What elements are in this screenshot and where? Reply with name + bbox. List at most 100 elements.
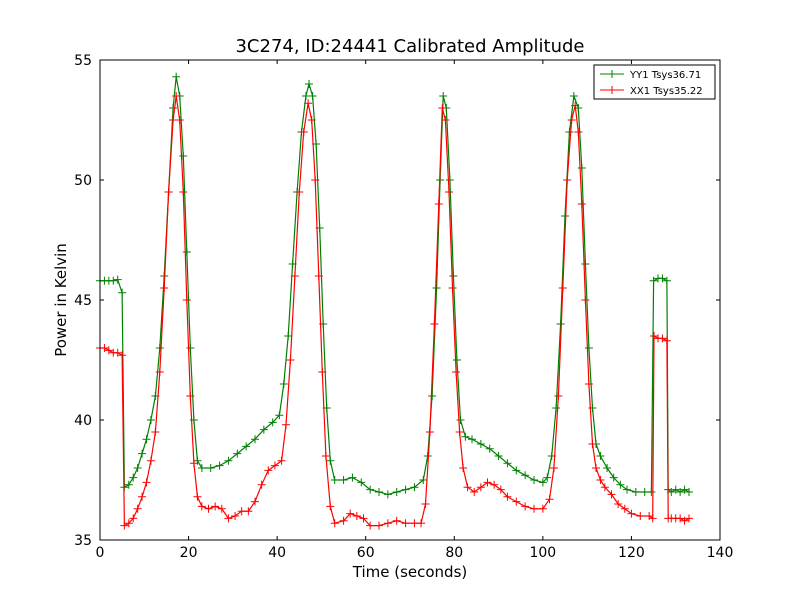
series-1-point-6 — [118, 288, 127, 297]
series-2-point-16 — [160, 284, 169, 292]
series-2-point-94 — [581, 296, 590, 304]
series-1-point-85 — [565, 128, 574, 136]
series-2-point-62 — [417, 519, 426, 528]
series-2-point-47 — [314, 272, 323, 280]
series-1-point-12 — [142, 435, 151, 444]
series-2-point-50 — [326, 502, 335, 511]
series-2-point-78 — [490, 480, 499, 489]
series-1-point-15 — [155, 344, 164, 352]
series-1-point-70 — [461, 432, 470, 441]
series-1-point-36 — [279, 380, 288, 388]
series-2-point-15 — [155, 368, 164, 376]
series-1 — [96, 72, 693, 499]
series-1-point-104 — [662, 276, 671, 285]
series-2-point-34 — [251, 497, 259, 506]
series-1-point-5 — [113, 275, 122, 284]
series-1-point-94 — [603, 464, 612, 472]
series-2-point-69 — [444, 188, 453, 196]
series-1-point-108 — [676, 488, 685, 496]
series-2-point-51 — [330, 519, 339, 528]
series-1-point-96 — [616, 480, 625, 489]
series-1-point-10 — [133, 464, 142, 472]
series-2-point-104 — [636, 512, 645, 520]
series-2-point-29 — [217, 504, 226, 513]
series-1-point-55 — [383, 490, 392, 499]
series-1-point-103 — [658, 274, 667, 283]
series-1-point-83 — [556, 320, 565, 328]
series-2-point-20 — [175, 116, 184, 124]
series-1-point-27 — [206, 464, 215, 472]
series-2-point-23 — [186, 392, 195, 400]
series-2-point-106 — [648, 514, 657, 523]
series-2-point-102 — [620, 504, 629, 513]
series-1-point-97 — [623, 485, 631, 494]
series-1-point-54 — [375, 488, 383, 496]
series-1-point-100 — [647, 488, 656, 496]
y-tick-label-1: 40 — [74, 413, 92, 429]
series-1-point-71 — [468, 435, 476, 444]
legend-marker-xx1 — [608, 86, 616, 94]
series-1-point-51 — [348, 473, 357, 482]
series-1-point-95 — [609, 473, 618, 482]
series-2-point-40 — [286, 356, 295, 364]
series-2-point-88 — [558, 284, 567, 292]
series-2-point-66 — [434, 200, 443, 208]
series-1-point-89 — [581, 260, 590, 268]
series-2 — [96, 92, 693, 530]
series-1-point-49 — [330, 476, 339, 484]
series-2-point-91 — [571, 101, 580, 110]
series-2-point-41 — [290, 272, 299, 280]
series-1-point-13 — [146, 416, 155, 424]
series-2-point-99 — [600, 483, 609, 492]
series-1-point-42 — [305, 80, 314, 88]
series-1-point-35 — [275, 411, 284, 420]
series-2-point-53 — [346, 509, 355, 518]
series-2-point-26 — [197, 502, 206, 511]
series-1-point-69 — [456, 416, 465, 424]
series-1-point-61 — [428, 392, 437, 400]
x-tick-label-0: 0 — [96, 545, 105, 561]
series-2-point-13 — [146, 456, 155, 465]
plot-series-layer — [96, 72, 693, 530]
series-2-point-103 — [627, 509, 636, 518]
series-2-point-9 — [129, 514, 138, 523]
series-2-point-110 — [662, 336, 671, 345]
series-2-point-2 — [100, 344, 109, 352]
series-1-point-56 — [392, 488, 401, 496]
series-1-point-37 — [284, 332, 293, 340]
series-2-point-87 — [554, 392, 563, 400]
series-1-point-22 — [182, 248, 191, 256]
series-2-point-85 — [545, 495, 554, 504]
x-axis-label: Time (seconds) — [352, 563, 468, 581]
x-tick-label-3: 60 — [357, 545, 375, 561]
series-1-point-107 — [671, 485, 680, 494]
legend-box — [593, 64, 716, 100]
series-1-point-19 — [172, 72, 181, 81]
series-1-point-48 — [326, 456, 335, 465]
series-2-point-73 — [459, 464, 468, 472]
legend-label-xx1: XX1 Tsys35.22 — [630, 86, 703, 97]
series-1-point-90 — [584, 344, 593, 352]
series-1-point-82 — [552, 404, 561, 412]
series-2-point-7 — [120, 521, 129, 530]
series-1-point-4 — [109, 276, 118, 285]
series-2-point-90 — [567, 116, 576, 124]
series-2-point-33 — [244, 507, 253, 516]
series-2-point-96 — [588, 440, 597, 448]
series-2-point-44 — [304, 99, 313, 108]
y-tick-label-2: 45 — [74, 293, 92, 309]
x-tick-label-6: 120 — [618, 545, 645, 561]
series-1-point-109 — [680, 485, 689, 494]
series-2-point-72 — [455, 428, 464, 436]
series-2-point-101 — [614, 500, 623, 508]
series-2-point-27 — [204, 504, 213, 513]
series-2-point-31 — [231, 512, 240, 520]
series-2-point-97 — [592, 464, 600, 472]
series-2-point-71 — [452, 368, 461, 376]
series-2-point-109 — [658, 334, 667, 343]
series-1-point-79 — [538, 478, 547, 487]
series-2-point-83 — [530, 504, 538, 513]
x-tick-label-1: 20 — [180, 545, 198, 561]
series-1-point-8 — [124, 480, 133, 489]
